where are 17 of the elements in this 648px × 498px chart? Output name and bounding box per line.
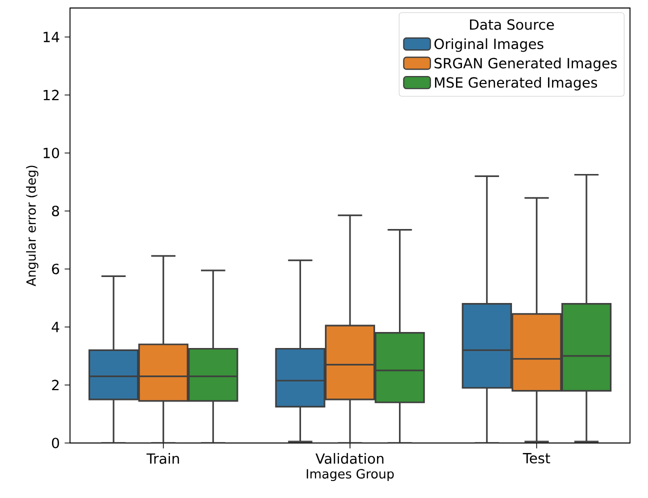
x-tick-label: Test	[522, 453, 550, 464]
legend-title: Data Source	[470, 19, 554, 30]
y-tick-label: 10	[44, 148, 60, 158]
y-tick-label: 12	[44, 90, 59, 100]
y-axis-title: Angular error (deg)	[26, 166, 38, 286]
y-tick-label: 14	[44, 32, 60, 42]
y-tick-label: 0	[52, 438, 60, 448]
y-tick-label: 2	[52, 380, 59, 390]
x-axis-title: Images Group	[306, 469, 394, 482]
legend-label: Original Images	[434, 38, 544, 52]
legend-label: MSE Generated Images	[435, 76, 598, 90]
x-tick-label: Validation	[316, 453, 384, 464]
y-tick-label: 4	[52, 322, 60, 332]
y-tick-label: 6	[52, 264, 60, 274]
legend-label: SRGAN Generated Images	[434, 58, 617, 72]
x-tick-label: Train	[146, 453, 179, 464]
y-tick-label: 8	[52, 206, 59, 216]
